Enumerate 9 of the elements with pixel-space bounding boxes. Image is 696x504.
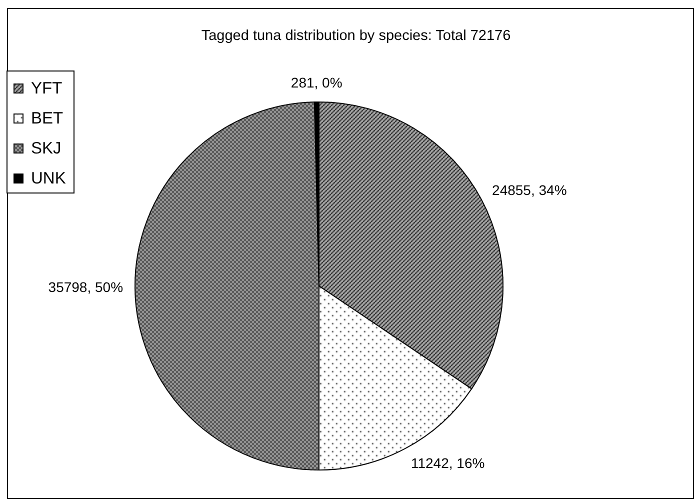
legend-label: UNK [31, 169, 66, 188]
chart-title: Tagged tuna distribution by species: Total 72176 [201, 28, 511, 44]
legend-label: YFT [31, 79, 62, 98]
data-label: 281, 0% [290, 74, 342, 91]
legend-label: BET [31, 109, 64, 128]
legend-label: SKJ [31, 139, 62, 158]
data-label: 24855, 34% [492, 182, 567, 198]
data-label: 35798, 50% [48, 279, 124, 296]
data-label: 11242, 16% [410, 455, 485, 472]
